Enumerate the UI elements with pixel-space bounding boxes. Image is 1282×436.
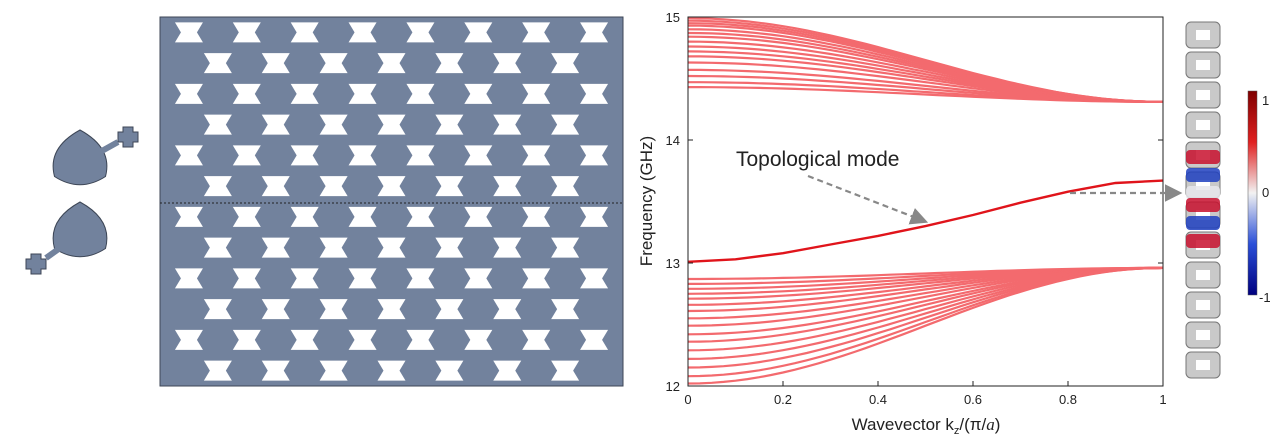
phononic-lattice [160, 17, 623, 386]
profile-hole [1196, 270, 1210, 280]
unit-cell-upper-link [100, 142, 118, 152]
mode-profile-strip [1186, 22, 1220, 378]
y-tick-label: 13 [666, 256, 680, 271]
unit-cell-lower-cross [26, 254, 46, 274]
profile-hole [1196, 90, 1210, 100]
colorbar-max-label: 1 [1262, 93, 1269, 108]
band-diagram: 0 0.2 0.4 0.6 0.8 1 12 13 14 15 Wavevector kz/(π… [637, 10, 1178, 436]
x-tick-label: 0.6 [964, 392, 982, 407]
x-tick-label: 0.4 [869, 392, 887, 407]
x-axis-label: Wavevector kz/(π/a) [852, 415, 1001, 436]
y-tick-label: 12 [666, 379, 680, 394]
profile-field-patch [1186, 150, 1220, 164]
unit-cell-illustration [26, 127, 138, 274]
y-tick-label: 15 [666, 10, 680, 25]
colorbar-mid-label: 0 [1262, 185, 1269, 200]
y-tick-label: 14 [666, 133, 680, 148]
profile-hole [1196, 60, 1210, 70]
profile-hole [1196, 360, 1210, 370]
unit-cell-lower-link [46, 248, 60, 258]
profile-field-patch [1186, 234, 1220, 248]
x-tick-label: 1 [1159, 392, 1166, 407]
profile-hole [1196, 120, 1210, 130]
profile-field-patch [1186, 198, 1220, 212]
unit-cell-lower-blob [53, 202, 107, 257]
unit-cell-upper-cross [118, 127, 138, 147]
profile-field-patch [1186, 216, 1220, 230]
colorbar [1248, 91, 1257, 295]
topological-mode-annotation: Topological mode [736, 148, 899, 171]
profile-hole [1196, 300, 1210, 310]
upper-bulk-bands [688, 18, 1163, 102]
x-tick-label: 0.8 [1059, 392, 1077, 407]
profile-hole [1196, 30, 1210, 40]
profile-field-patch [1186, 186, 1220, 200]
profile-field-patch [1186, 168, 1220, 182]
x-axis-ticks: 0 0.2 0.4 0.6 0.8 1 [684, 381, 1166, 407]
annotation-arrow [808, 176, 924, 221]
x-tick-label: 0 [684, 392, 691, 407]
colorbar-min-label: -1 [1259, 290, 1271, 305]
y-axis-label: Frequency (GHz) [637, 136, 656, 266]
profile-hole [1196, 330, 1210, 340]
x-tick-label: 0.2 [774, 392, 792, 407]
lower-bulk-bands [688, 268, 1163, 384]
unit-cell-upper-blob [53, 130, 107, 185]
lower-band-line [688, 268, 1163, 384]
